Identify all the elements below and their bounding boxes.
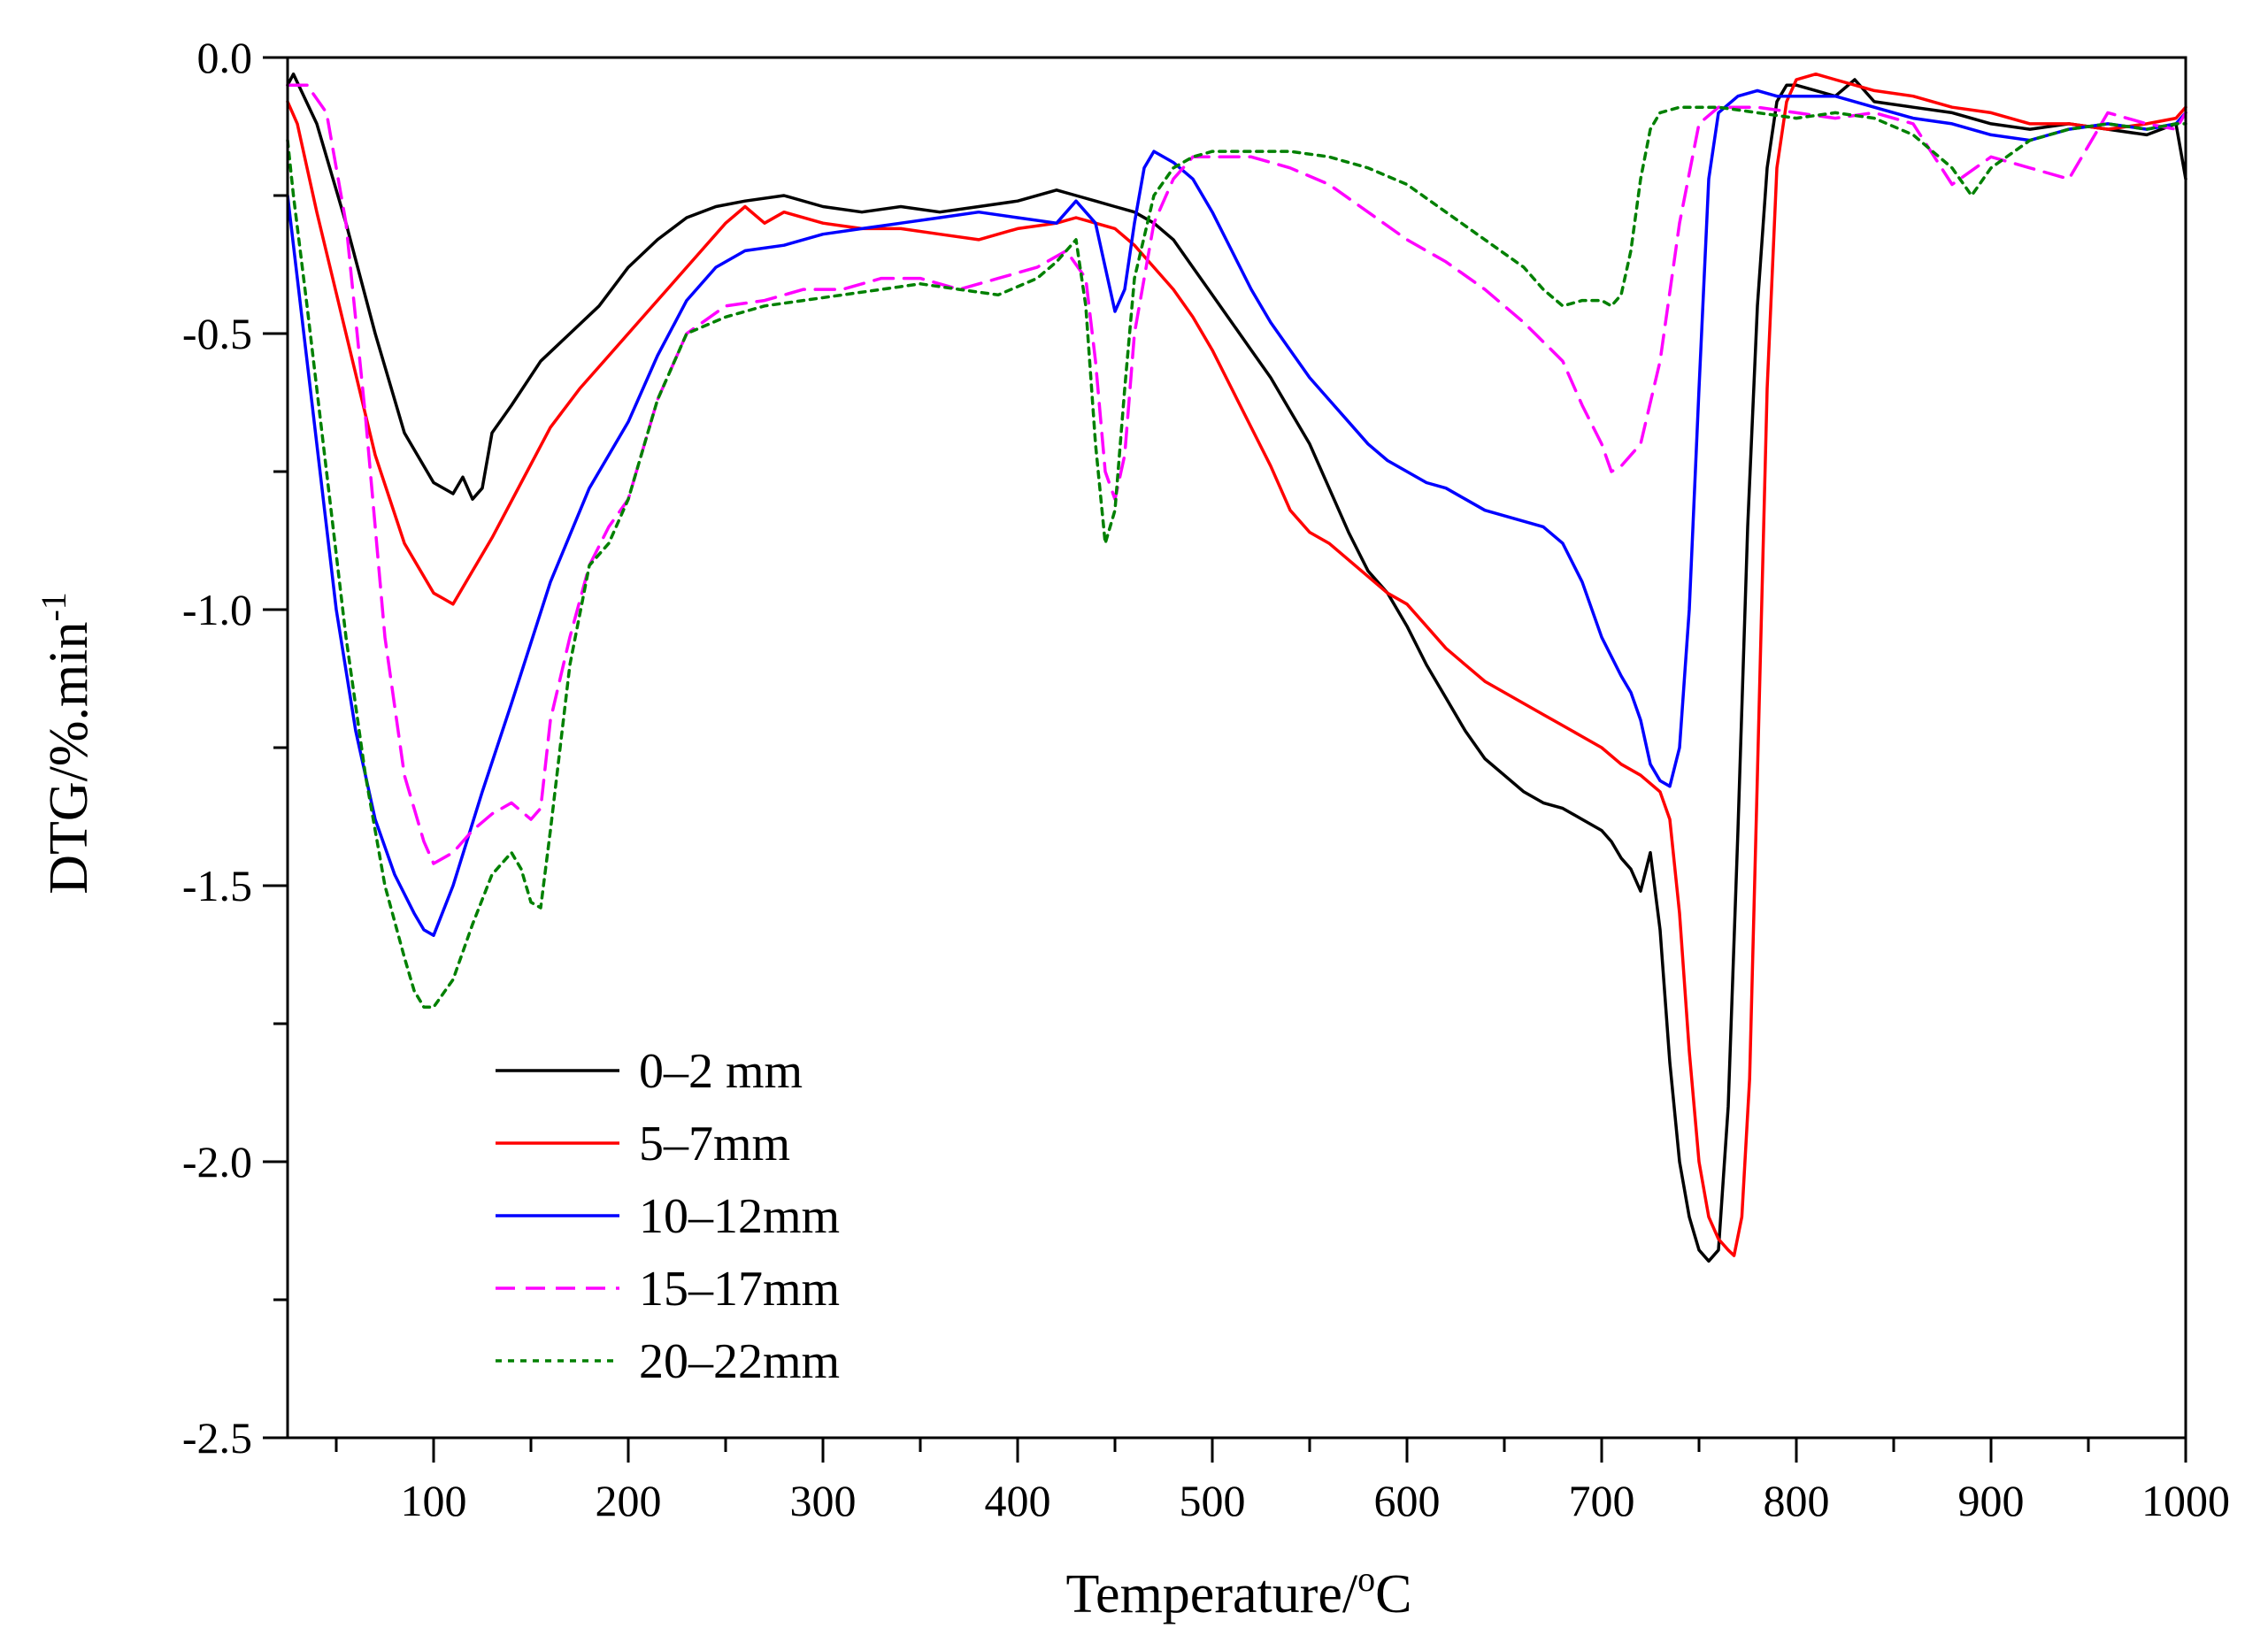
x-tick-label: 800 xyxy=(1764,1476,1830,1525)
x-tick-label: 1000 xyxy=(2141,1476,2230,1525)
x-axis-title-text: Temperature/ xyxy=(1066,1564,1358,1624)
y-axis-title-text: DTG/%.min xyxy=(39,622,99,895)
y-axis-title: DTG/%.min-1 xyxy=(34,592,99,895)
y-tick-label: -2.0 xyxy=(182,1137,252,1186)
y-tick-label: -0.5 xyxy=(182,309,252,358)
legend-label-3: 10–12mm xyxy=(639,1189,840,1244)
series-line-1 xyxy=(286,72,2187,1263)
y-tick-label: -1.0 xyxy=(182,585,252,634)
x-tick-label: 600 xyxy=(1374,1476,1441,1525)
x-axis-title-sup: o xyxy=(1357,1559,1375,1599)
x-axis-title-unit: C xyxy=(1375,1564,1411,1624)
series-line-3 xyxy=(286,88,2187,937)
x-tick-label: 400 xyxy=(985,1476,1051,1525)
legend-label-5: 20–22mm xyxy=(639,1334,840,1389)
legend: 0–2 mm 5–7mm 10–12mm 15–17mm 20–22mm xyxy=(496,1044,840,1389)
x-tick-label: 500 xyxy=(1180,1476,1246,1525)
series-line-4 xyxy=(286,83,2187,865)
x-tick-label: 300 xyxy=(790,1476,857,1525)
y-tick-label: -1.5 xyxy=(182,861,252,910)
legend-label-4: 15–17mm xyxy=(639,1262,840,1317)
ticks-layer: 100 200 300 400 500 600 700 800 900 1000 0.0 -0.5 -1… xyxy=(182,33,2230,1525)
x-tick-label: 100 xyxy=(401,1476,467,1525)
y-tick-label: 0.0 xyxy=(197,33,253,82)
x-axis-title: Temperature/oC xyxy=(1066,1559,1412,1624)
series-layer xyxy=(286,72,2187,1263)
series-line-2 xyxy=(286,72,2187,1257)
legend-label-2: 5–7mm xyxy=(639,1117,790,1171)
y-tick-label: -2.5 xyxy=(182,1413,252,1463)
x-tick-label: 900 xyxy=(1958,1476,2025,1525)
y-axis-title-sup: -1 xyxy=(34,592,73,621)
plot-frame xyxy=(286,56,2187,1440)
legend-label-1: 0–2 mm xyxy=(639,1044,803,1099)
x-tick-label: 200 xyxy=(596,1476,662,1525)
x-tick-label: 700 xyxy=(1569,1476,1635,1525)
series-line-5 xyxy=(286,105,2187,1010)
